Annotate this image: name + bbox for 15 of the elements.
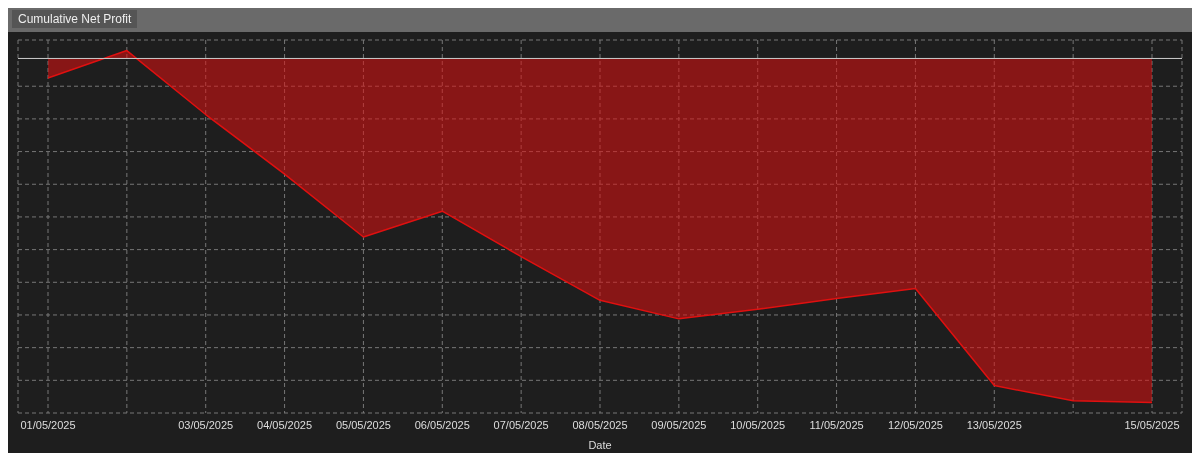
x-axis-title: Date	[588, 439, 612, 451]
x-tick-label: 01/05/2025	[20, 418, 76, 431]
x-tick-label: 05/05/2025	[335, 418, 391, 431]
x-tick-label: 03/05/2025	[178, 418, 234, 431]
x-tick-label: 13/05/2025	[966, 418, 1022, 431]
x-tick-label: 06/05/2025	[414, 418, 470, 431]
x-tick-label: 09/05/2025	[651, 418, 707, 431]
x-tick-label: 11/05/2025	[809, 418, 864, 431]
chart-title: Cumulative Net Profit	[12, 10, 138, 28]
x-tick-label: 12/05/2025	[887, 418, 943, 431]
x-tick-label: 10/05/2025	[730, 418, 786, 431]
x-tick-label: 04/05/2025	[257, 418, 313, 431]
x-tick-label: 15/05/2025	[1124, 418, 1180, 431]
x-tick-label: 08/05/2025	[572, 418, 628, 431]
x-tick-label: 07/05/2025	[493, 418, 549, 431]
